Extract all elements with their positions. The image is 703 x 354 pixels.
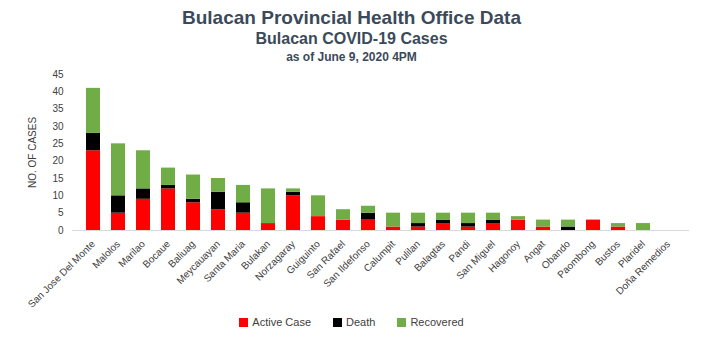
svg-text:Calumpit: Calumpit bbox=[361, 238, 397, 274]
svg-text:Baliuag: Baliuag bbox=[165, 238, 198, 270]
svg-text:10: 10 bbox=[52, 190, 64, 201]
svg-text:Norzagaray: Norzagaray bbox=[252, 238, 298, 283]
svg-text:Pulilan: Pulilan bbox=[393, 238, 423, 268]
svg-text:Plaridel: Plaridel bbox=[615, 238, 648, 270]
html-text:Recovered: Recovered bbox=[410, 316, 464, 328]
html-text:Active Case: Active Case bbox=[252, 316, 312, 328]
svg-text:San Miguel: San Miguel bbox=[454, 238, 497, 281]
html-text:as of June 9, 2020 4PM: as of June 9, 2020 4PM bbox=[286, 50, 417, 64]
svg-text:Pandi: Pandi bbox=[446, 238, 473, 265]
svg-text:25: 25 bbox=[52, 138, 64, 149]
svg-text:Paombong: Paombong bbox=[555, 238, 597, 280]
svg-text:Hagonoy: Hagonoy bbox=[486, 238, 522, 274]
html-text:Bulacan Provincial Health Offi: Bulacan Provincial Health Office Data bbox=[182, 7, 521, 28]
html-text:Bulacan COVID-19 Cases: Bulacan COVID-19 Cases bbox=[255, 30, 448, 47]
svg-text:Bustos: Bustos bbox=[592, 238, 623, 268]
svg-text:Bulakan: Bulakan bbox=[238, 238, 273, 272]
svg-text:Guiguinto: Guiguinto bbox=[284, 238, 323, 277]
svg-text:Santa Maria: Santa Maria bbox=[201, 238, 248, 285]
svg-text:45: 45 bbox=[52, 69, 64, 80]
svg-text:35: 35 bbox=[52, 103, 64, 114]
svg-text:Angat: Angat bbox=[520, 238, 548, 265]
html-text:Death: Death bbox=[346, 316, 376, 328]
svg-text:Bocaue: Bocaue bbox=[140, 238, 172, 270]
svg-text:15: 15 bbox=[52, 173, 64, 184]
svg-text:San Rafael: San Rafael bbox=[304, 238, 348, 281]
svg-text:NO. OF CASES: NO. OF CASES bbox=[27, 117, 38, 188]
svg-text:40: 40 bbox=[52, 86, 64, 97]
svg-text:San Jose Del Monte: San Jose Del Monte bbox=[26, 238, 98, 310]
svg-text:Balagtas: Balagtas bbox=[412, 238, 447, 273]
svg-text:20: 20 bbox=[52, 155, 64, 166]
svg-text:Obando: Obando bbox=[539, 238, 573, 272]
svg-text:Meycauayan: Meycauayan bbox=[174, 238, 223, 287]
svg-text:5: 5 bbox=[58, 207, 64, 218]
svg-text:Malolos: Malolos bbox=[90, 238, 122, 270]
svg-text:Marilao: Marilao bbox=[116, 238, 148, 270]
svg-text:30: 30 bbox=[52, 121, 64, 132]
svg-text:Doña Remedios: Doña Remedios bbox=[614, 238, 672, 296]
svg-text:0: 0 bbox=[58, 225, 64, 236]
svg-text:San Ildefonso: San Ildefonso bbox=[321, 238, 373, 290]
